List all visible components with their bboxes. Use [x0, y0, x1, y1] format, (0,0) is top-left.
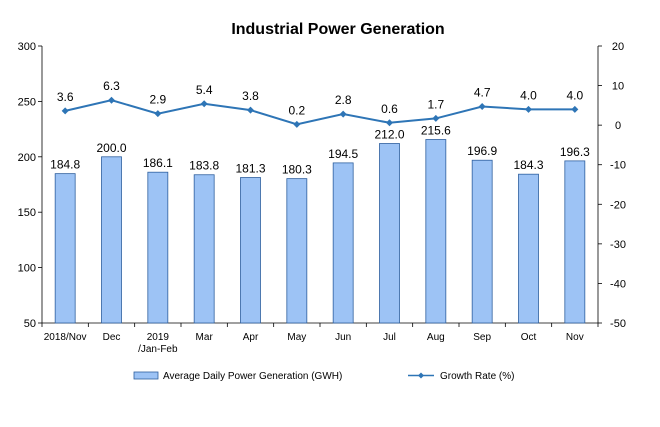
left-tick-label: 150	[18, 207, 36, 219]
line-value-label: 2.8	[335, 93, 352, 107]
left-tick-label: 200	[18, 152, 36, 164]
bar	[147, 171, 169, 324]
line-value-label: 6.3	[103, 79, 120, 93]
x-tick-label: Aug	[427, 332, 445, 343]
bar	[54, 173, 76, 324]
line-value-label: 0.2	[288, 103, 305, 117]
right-tick-label: 10	[612, 81, 624, 93]
line-value-label: 4.0	[520, 88, 537, 102]
bar	[518, 173, 539, 324]
bar-value-label: 215.6	[421, 124, 451, 138]
bar	[240, 177, 261, 324]
legend: Average Daily Power Generation (GWH) Gro…	[133, 371, 514, 382]
line-value-label: 4.7	[474, 86, 491, 100]
x-tick-label: Jul	[383, 332, 396, 343]
line-value-label: 4.0	[566, 88, 583, 102]
right-tick-label: -20	[610, 199, 626, 211]
legend-bar-swatch	[133, 371, 159, 380]
line-value-label: 1.7	[427, 97, 444, 111]
data-labels: 184.8 200.0 186.1 183.8 181.3 180.3 194.5 212.0…	[50, 79, 590, 176]
line-point	[571, 105, 579, 113]
line-point	[108, 96, 115, 104]
chart-title: Industrial Power Generation	[231, 21, 444, 38]
right-tick-label: 20	[612, 41, 624, 53]
bar-value-label: 200.0	[96, 141, 126, 155]
x-tick-label: 2018/Nov	[44, 332, 87, 343]
bar	[564, 160, 586, 324]
x-tick-label: /Jan-Feb	[138, 344, 178, 355]
legend-bar-label: Average Daily Power Generation (GWH)	[163, 371, 342, 382]
x-tick-label: Sep	[473, 332, 491, 343]
right-tick-label: 0	[615, 120, 621, 132]
bar-value-label: 194.5	[328, 147, 358, 161]
left-tick-label: 300	[18, 41, 36, 53]
line-point	[247, 106, 254, 114]
bar	[379, 143, 400, 324]
bar-value-label: 180.3	[282, 163, 312, 177]
line-point	[525, 105, 532, 113]
bar-value-label: 196.9	[467, 144, 497, 158]
x-tick-label: Mar	[196, 332, 214, 343]
bar-value-label: 184.3	[513, 158, 543, 172]
legend-line-label: Growth Rate (%)	[440, 371, 514, 382]
line-point	[339, 110, 347, 118]
line-point	[200, 100, 208, 108]
line-point	[386, 119, 393, 127]
bar	[425, 139, 447, 324]
left-tick-label: 100	[18, 263, 36, 275]
x-tick-label: May	[287, 332, 306, 343]
bar-value-label: 181.3	[235, 162, 265, 176]
line-value-label: 2.9	[149, 93, 166, 107]
bar-value-label: 186.1	[143, 156, 173, 170]
x-tick-label: Nov	[566, 332, 584, 343]
x-tick-label: Dec	[103, 332, 121, 343]
left-tick-label: 250	[18, 96, 36, 108]
right-tick-label: -30	[610, 239, 626, 251]
axes: 50 100 150 200 250 300 -50 -40 -30 -20 -10 0 10 20 201…	[18, 41, 626, 355]
bar	[332, 162, 354, 324]
left-tick-label: 50	[24, 318, 36, 330]
x-tick-label: Oct	[521, 332, 537, 343]
x-tick-label: 2019	[147, 332, 170, 343]
bar-value-label: 196.3	[560, 145, 590, 159]
bar	[193, 174, 215, 324]
legend-line-marker	[418, 372, 424, 379]
line-point	[61, 107, 69, 115]
bar-value-label: 212.0	[374, 128, 404, 142]
line-point	[478, 103, 486, 111]
line-value-label: 5.4	[196, 83, 213, 97]
x-tick-label: Apr	[243, 332, 259, 343]
right-tick-label: -10	[610, 160, 626, 172]
bar-series	[54, 139, 586, 324]
bar	[471, 159, 493, 324]
line-value-label: 3.8	[242, 89, 259, 103]
line-value-label: 0.6	[381, 102, 398, 116]
bar-value-label: 184.8	[50, 158, 80, 172]
line-value-label: 3.6	[57, 90, 74, 104]
right-tick-label: -40	[610, 278, 626, 290]
bar-value-label: 183.8	[189, 159, 219, 173]
line-series	[61, 96, 579, 128]
line-point	[432, 114, 440, 122]
right-tick-label: -50	[610, 318, 626, 330]
x-tick-label: Jun	[335, 332, 351, 343]
bar	[101, 156, 122, 324]
growth-rate-line	[64, 99, 575, 126]
line-point	[154, 110, 162, 118]
line-point	[293, 120, 301, 128]
bar	[286, 178, 308, 324]
